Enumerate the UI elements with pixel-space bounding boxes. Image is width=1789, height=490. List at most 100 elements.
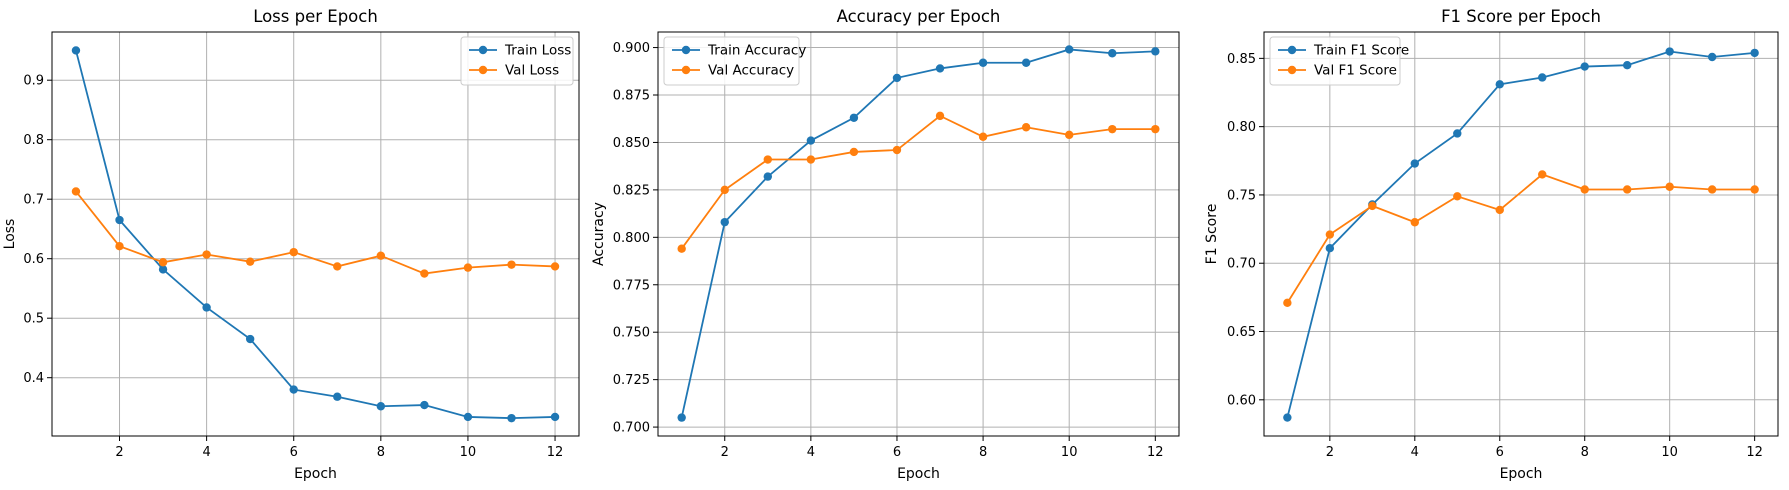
data-point <box>1410 218 1420 227</box>
series-line-2 <box>75 190 556 275</box>
data-point <box>333 262 342 271</box>
data-point <box>289 247 298 257</box>
plot-frame <box>51 31 580 437</box>
data-point <box>1283 298 1292 308</box>
data-point <box>1622 60 1632 70</box>
y-tick-label: 0.5 <box>23 312 44 327</box>
y-tick-label: 0.900 <box>613 41 650 56</box>
data-point <box>1108 124 1117 134</box>
legend-swatch-marker <box>1287 65 1297 75</box>
y-tick-label: 0.825 <box>613 183 650 198</box>
x-tick-label: 8 <box>979 445 987 460</box>
legend-swatch-marker <box>478 65 488 75</box>
chart-panel-1: 2 4 6 8 10 12 0.4 0.5 0.6 0.7 0.8 0.9 Loss per Epoch… <box>2 7 580 482</box>
data-point <box>115 241 124 251</box>
x-axis-label: Epoch <box>294 466 337 482</box>
y-tick-label: 0.70 <box>1227 257 1256 272</box>
legend-label: Train F1 Score <box>1313 43 1409 59</box>
x-tick-label: 2 <box>721 445 729 460</box>
data-point <box>71 46 81 55</box>
data-point <box>1325 230 1335 239</box>
y-tick-label: 0.725 <box>613 373 650 388</box>
legend-label: Train Accuracy <box>707 43 806 59</box>
data-point <box>1283 413 1292 422</box>
chart-title: F1 Score per Epoch <box>1441 7 1601 26</box>
data-point <box>763 172 772 181</box>
data-point <box>892 145 902 155</box>
x-axis-label: Epoch <box>1500 466 1543 482</box>
data-point <box>550 412 560 422</box>
data-point <box>763 155 772 164</box>
data-point <box>1065 130 1074 140</box>
x-tick-label: 6 <box>893 445 901 460</box>
data-point <box>1325 244 1335 253</box>
y-axis-label: F1 Score <box>1204 204 1220 265</box>
data-point <box>1495 205 1504 215</box>
data-point <box>1538 170 1547 179</box>
data-point <box>245 257 255 266</box>
x-tick-label: 4 <box>807 445 815 460</box>
data-point <box>376 402 386 411</box>
legend-box <box>1269 36 1401 86</box>
chart-panel-2: 2 4 6 8 10 12 0.700 0.725 0.750 0.775 0.800 0.825 0.… <box>591 7 1180 482</box>
y-axis-label: Loss <box>2 219 18 250</box>
data-point <box>507 260 516 269</box>
y-tick-label: 0.85 <box>1227 52 1256 67</box>
y-tick-label: 0.6 <box>23 252 44 267</box>
data-point <box>1021 58 1031 67</box>
x-tick-label: 6 <box>1496 445 1504 460</box>
y-tick-label: 0.750 <box>613 326 650 341</box>
data-point <box>935 111 945 121</box>
legend: Train Loss Val Loss <box>460 36 574 86</box>
x-tick-label: 10 <box>1061 445 1078 460</box>
chart-panel-3: 2 4 6 8 10 12 0.60 0.65 0.70 0.75 0.80 0.85 F1 Score… <box>1204 7 1779 482</box>
data-point <box>202 303 211 312</box>
y-tick-label: 0.75 <box>1227 188 1256 203</box>
x-tick-label: 4 <box>1411 445 1419 460</box>
data-point <box>978 58 988 67</box>
legend-swatch-marker <box>681 45 691 55</box>
plot-frame <box>1263 31 1779 437</box>
data-point <box>550 262 560 271</box>
data-point <box>806 155 816 164</box>
chart-title: Loss per Epoch <box>253 7 378 26</box>
x-tick-label: 2 <box>115 445 123 460</box>
data-point <box>376 251 386 260</box>
y-tick-label: 0.850 <box>613 136 650 151</box>
data-point <box>463 263 473 272</box>
x-tick-label: 12 <box>547 445 564 460</box>
series-line-1 <box>75 50 556 420</box>
legend-box <box>460 36 574 86</box>
y-tick-label: 0.60 <box>1227 393 1256 408</box>
data-point <box>1622 185 1632 194</box>
data-point <box>720 185 729 195</box>
data-point <box>1538 73 1547 82</box>
x-tick-label: 8 <box>377 445 385 460</box>
data-point <box>849 113 859 122</box>
data-point <box>677 413 686 422</box>
data-point <box>935 64 945 73</box>
plot-frame <box>657 31 1180 437</box>
y-tick-label: 0.7 <box>23 193 44 208</box>
legend-swatch-marker <box>1287 45 1297 55</box>
series-line-2 <box>680 114 1156 250</box>
data-point <box>1580 185 1589 194</box>
y-tick-label: 0.65 <box>1227 325 1256 340</box>
data-point <box>1453 129 1462 138</box>
x-tick-label: 2 <box>1326 445 1334 460</box>
data-point <box>420 400 429 410</box>
y-tick-label: 0.8 <box>23 133 44 148</box>
data-point <box>806 136 816 145</box>
data-point <box>1453 192 1462 201</box>
series-line-1 <box>1286 50 1755 418</box>
data-point <box>1707 52 1717 62</box>
y-tick-label: 0.800 <box>613 231 650 246</box>
legend-swatch-marker <box>478 45 488 55</box>
legend: Train F1 Score Val F1 Score <box>1269 36 1409 86</box>
series-line-1 <box>680 48 1156 418</box>
y-tick-label: 0.875 <box>613 89 650 104</box>
y-tick-label: 0.700 <box>613 421 650 436</box>
data-point <box>720 217 729 227</box>
legend-swatch-marker <box>681 65 691 75</box>
